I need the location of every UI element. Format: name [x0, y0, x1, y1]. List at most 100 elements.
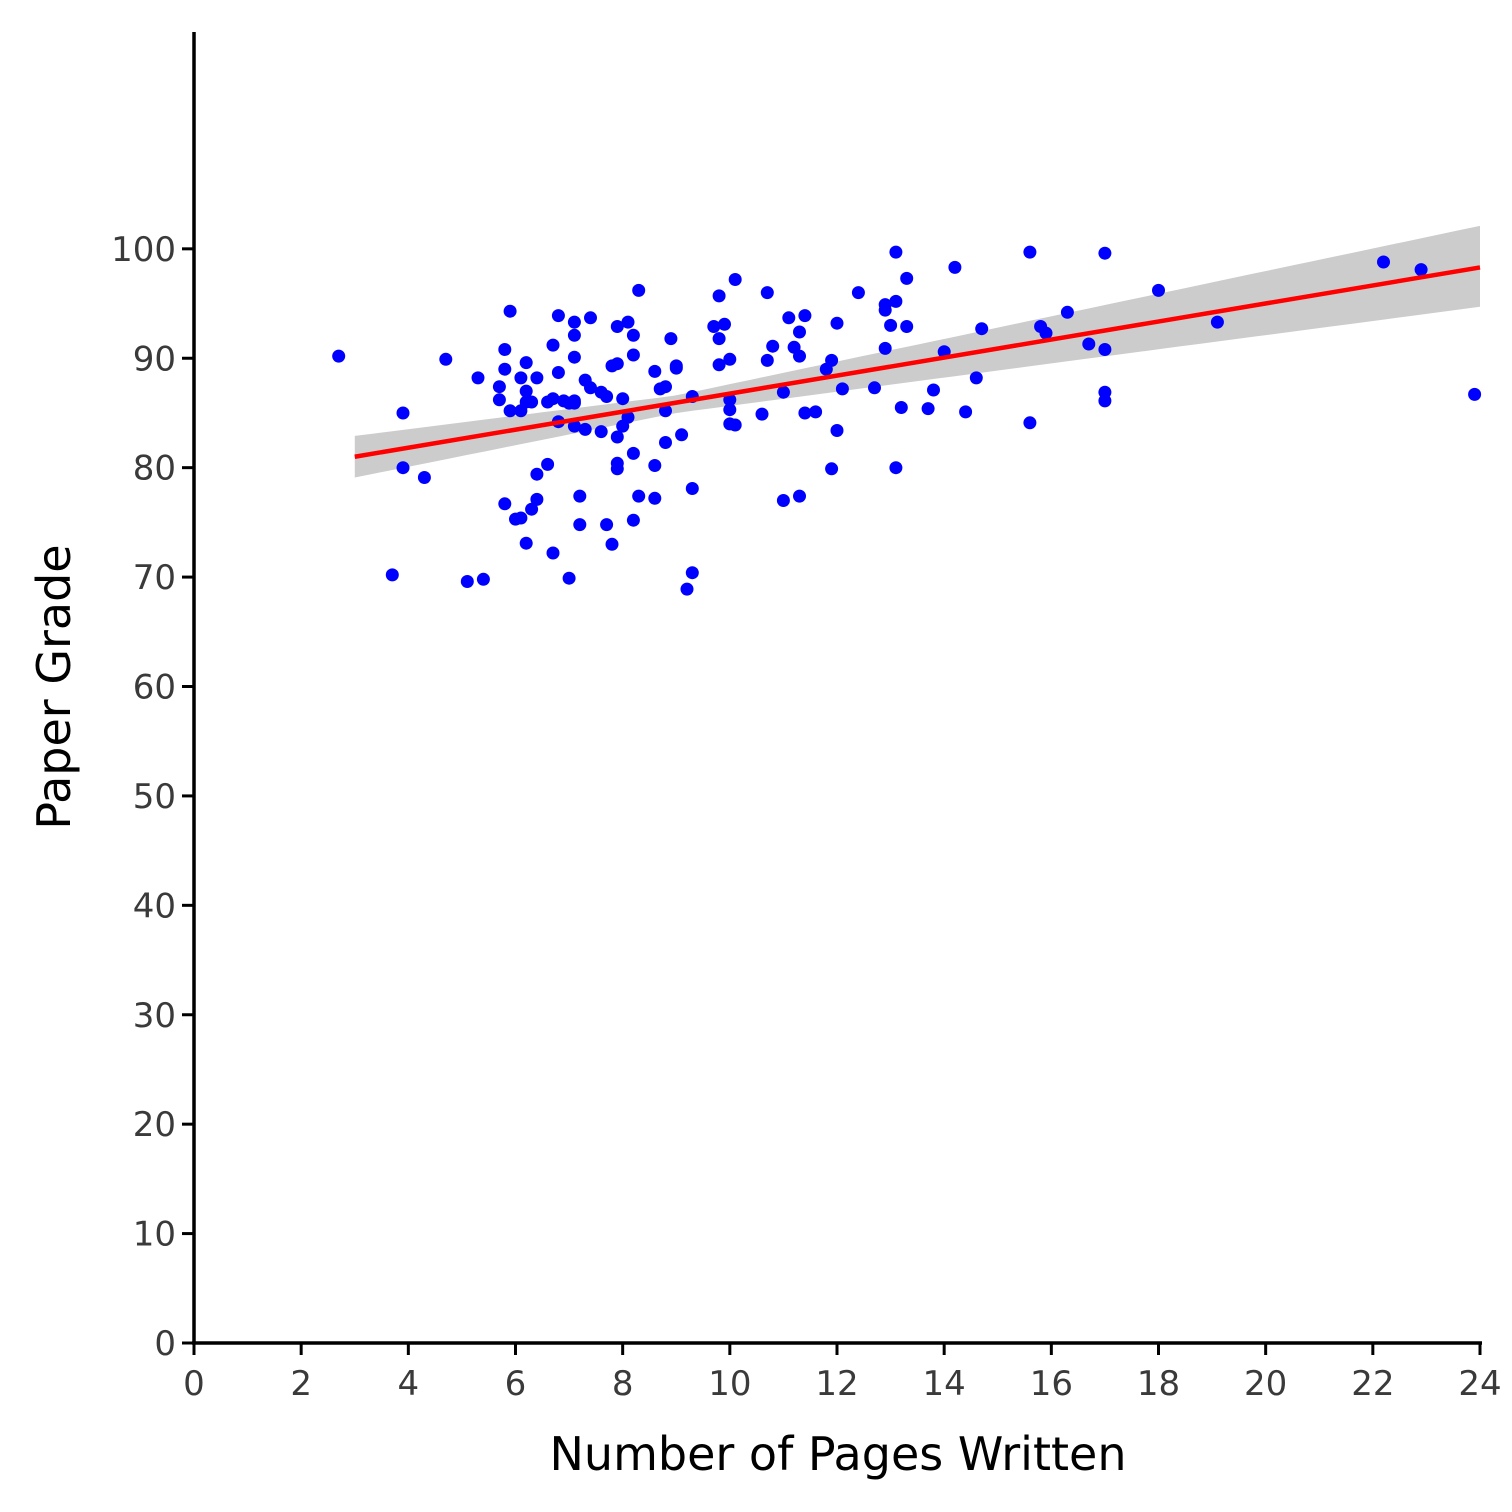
x-tick-label: 2	[290, 1364, 312, 1404]
data-point	[396, 461, 410, 475]
data-point	[584, 381, 597, 395]
data-point	[530, 492, 544, 506]
data-point	[894, 401, 908, 414]
data-point	[776, 494, 790, 507]
x-tick-label: 6	[505, 1364, 527, 1404]
data-point	[567, 315, 581, 329]
x-tick-label: 16	[1030, 1364, 1073, 1404]
data-point	[648, 459, 662, 472]
data-point	[685, 482, 699, 495]
data-point	[514, 371, 528, 385]
data-point	[851, 286, 865, 300]
data-point	[959, 405, 973, 419]
data-point	[900, 271, 914, 285]
data-point	[760, 353, 774, 367]
data-point	[530, 467, 544, 481]
regression-line	[354, 265, 1481, 459]
data-point	[1098, 246, 1112, 260]
data-point	[1152, 283, 1165, 297]
data-point	[626, 328, 640, 342]
data-point	[626, 348, 640, 362]
data-point	[605, 537, 619, 551]
data-point	[626, 513, 640, 527]
data-point	[659, 436, 672, 449]
data-point	[1414, 263, 1428, 277]
data-point	[621, 410, 635, 424]
data-point	[621, 315, 635, 329]
data-point	[573, 518, 587, 532]
x-tick-label: 10	[708, 1364, 751, 1404]
data-point	[492, 380, 506, 394]
data-point	[809, 405, 823, 419]
data-point	[825, 462, 839, 476]
y-tick-label: 30	[133, 996, 176, 1036]
data-point	[889, 294, 903, 308]
data-point	[471, 371, 485, 385]
data-point	[835, 382, 849, 396]
data-point	[610, 430, 624, 444]
data-point	[519, 536, 533, 550]
data-point	[889, 461, 903, 475]
y-tick-label: 10	[133, 1215, 176, 1255]
data-point	[600, 518, 614, 532]
y-tick-label: 100	[111, 230, 176, 270]
data-point	[525, 395, 539, 409]
data-point	[766, 339, 780, 353]
y-tick-label: 20	[133, 1105, 176, 1145]
data-point	[712, 358, 726, 372]
data-point	[680, 582, 694, 596]
x-axis-title: Number of Pages Written	[550, 1427, 1127, 1481]
data-point	[760, 286, 774, 300]
x-ticks-layer: 0 2 4 6 8 10 12 14 16 18 20 22 24	[183, 1343, 1502, 1404]
data-point	[503, 404, 517, 418]
data-point	[669, 361, 683, 375]
data-point	[1082, 337, 1096, 351]
data-point	[723, 393, 737, 407]
y-tick-label: 90	[133, 339, 176, 379]
data-point	[546, 338, 560, 352]
x-tick-label: 8	[612, 1364, 634, 1404]
data-points-layer	[332, 245, 1482, 596]
data-point	[948, 260, 962, 274]
data-point	[921, 402, 935, 416]
data-point	[567, 328, 581, 342]
data-point	[460, 575, 474, 588]
y-tick-label: 0	[154, 1324, 176, 1364]
x-tick-label: 0	[183, 1364, 205, 1404]
x-tick-label: 24	[1458, 1364, 1501, 1404]
data-point	[927, 383, 940, 397]
data-point	[567, 350, 581, 364]
data-point	[600, 390, 614, 403]
data-point	[776, 385, 790, 399]
data-point	[530, 371, 544, 385]
x-tick-label: 20	[1244, 1364, 1287, 1404]
data-point	[567, 419, 581, 433]
data-point	[632, 283, 646, 297]
data-point	[798, 406, 812, 420]
y-tick-label: 70	[133, 558, 176, 598]
data-point	[793, 349, 806, 363]
data-point	[525, 502, 539, 516]
data-point	[332, 349, 346, 363]
data-point	[718, 317, 731, 331]
data-point	[610, 456, 624, 470]
x-tick-label: 18	[1137, 1364, 1180, 1404]
data-point	[707, 320, 721, 333]
data-point	[1098, 394, 1112, 408]
data-point	[1039, 326, 1053, 340]
data-point	[884, 318, 898, 332]
data-point	[798, 309, 812, 323]
x-tick-label: 22	[1351, 1364, 1394, 1404]
data-point	[1468, 387, 1482, 401]
data-point	[584, 311, 597, 325]
data-point	[969, 371, 983, 385]
y-axis-title: Paper Grade	[27, 544, 81, 829]
data-point	[659, 380, 672, 394]
data-point	[723, 403, 737, 417]
data-point	[825, 353, 839, 367]
data-point	[1210, 315, 1224, 329]
data-point	[648, 364, 662, 378]
data-point	[723, 352, 737, 366]
confidence-band-layer	[354, 225, 1480, 478]
